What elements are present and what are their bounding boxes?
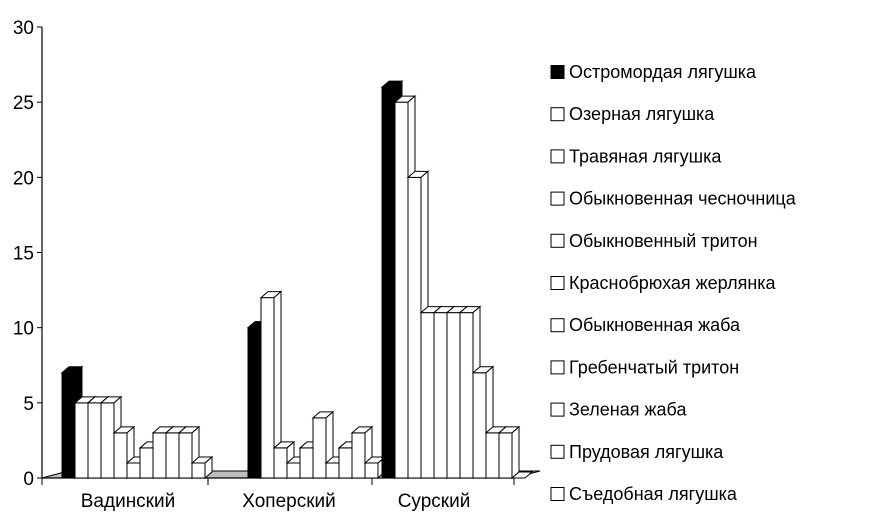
bar-front	[338, 447, 353, 479]
bar-flat	[510, 471, 534, 479]
bar-front	[100, 402, 115, 479]
bar-front	[191, 462, 206, 479]
legend: Остромордая лягушка Озерная лягушка Травян…	[550, 62, 797, 504]
legend-swatch	[550, 318, 565, 333]
legend-item: Остромордая лягушка	[550, 62, 757, 82]
legend-item: Обыкновенный тритон	[550, 231, 758, 251]
bar-front	[113, 432, 128, 479]
legend-label: Озерная лягушка	[569, 104, 715, 124]
legend-swatch	[550, 444, 565, 459]
bar-front	[381, 86, 396, 479]
bar-front	[273, 447, 288, 479]
bar-front	[472, 372, 487, 479]
legend-item: Краснобрюхая жерлянка	[550, 273, 777, 293]
legend-label: Обыкновенная жаба	[569, 315, 741, 335]
legend-item: Прудовая лягушка	[550, 442, 724, 462]
legend-label: Обыкновенный тритон	[569, 231, 758, 251]
legend-label: Травяная лягушка	[569, 146, 722, 166]
y-tick-label: 5	[23, 394, 34, 415]
legend-item: Обыкновенная жаба	[550, 315, 741, 335]
legend-item: Зеленая жаба	[550, 400, 687, 420]
y-tick-label: 0	[23, 469, 34, 490]
bar-зеленая-жаба	[350, 425, 374, 480]
y-tick-label: 15	[13, 244, 34, 265]
bar-front	[260, 297, 275, 479]
legend-item: Озерная лягушка	[550, 104, 715, 124]
legend-swatch	[550, 107, 565, 122]
legend-item: Съедобная лягушка	[550, 484, 738, 504]
bar-front	[420, 312, 435, 479]
bars	[60, 80, 534, 480]
bar-съедобная-лягушка	[510, 471, 534, 479]
legend-item: Гребенчатый тритон	[550, 357, 739, 377]
bar-front	[364, 462, 379, 479]
legend-label: Съедобная лягушка	[569, 484, 738, 504]
y-tick-label: 10	[13, 319, 34, 340]
bar-side	[204, 455, 213, 480]
legend-label: Краснобрюхая жерлянка	[569, 273, 777, 293]
x-category-label: Вадинский	[81, 491, 175, 512]
bar-front	[498, 432, 513, 479]
bar-front	[351, 432, 366, 479]
bar-front	[459, 312, 474, 479]
legend-label: Обыкновенная чесночница	[569, 189, 797, 209]
bar-front	[299, 447, 314, 479]
legend-item: Обыкновенная чесночница	[550, 189, 797, 209]
legend-swatch	[550, 276, 565, 290]
legend-swatch	[550, 487, 565, 501]
bar-front	[312, 417, 327, 479]
bar-front	[139, 447, 154, 479]
legend-swatch	[550, 191, 565, 206]
legend-swatch	[550, 402, 565, 417]
bar-front	[325, 462, 340, 479]
y-tick-label: 25	[13, 93, 34, 114]
bar-front	[178, 432, 193, 479]
bar-прудовая-лягушка	[497, 425, 521, 480]
legend-swatch	[550, 65, 565, 79]
legend-label: Зеленая жаба	[569, 400, 687, 420]
bar-front	[74, 402, 89, 479]
bar-съедобная-лягушка	[190, 455, 214, 480]
legend-swatch	[550, 149, 565, 164]
bar-front	[394, 101, 409, 479]
legend-label: Прудовая лягушка	[569, 442, 724, 462]
bar-front	[286, 462, 301, 479]
legend-label: Гребенчатый тритон	[569, 357, 739, 377]
category-labels: Вадинский Хоперский Сурский	[81, 491, 471, 512]
y-tick-label: 20	[13, 168, 34, 189]
bar-front	[152, 432, 167, 479]
bar-front	[87, 402, 102, 479]
bar-front	[61, 372, 76, 479]
bar-front	[126, 462, 141, 479]
bar-front	[485, 432, 500, 479]
x-category-label: Хоперский	[242, 491, 336, 512]
legend-swatch	[550, 360, 565, 375]
bar-front	[433, 312, 448, 479]
bar-side	[511, 425, 520, 480]
legend-item: Травяная лягушка	[550, 146, 722, 166]
bar-озерная-лягушка	[259, 290, 283, 480]
legend-label: Остромордая лягушка	[569, 62, 757, 82]
bar-front	[407, 176, 422, 479]
y-tick-label: 30	[13, 18, 34, 39]
bar-front	[446, 312, 461, 479]
bar-front	[165, 432, 180, 479]
legend-swatch	[550, 233, 565, 248]
x-category-label: Сурский	[398, 491, 471, 512]
bar-front	[247, 327, 262, 479]
